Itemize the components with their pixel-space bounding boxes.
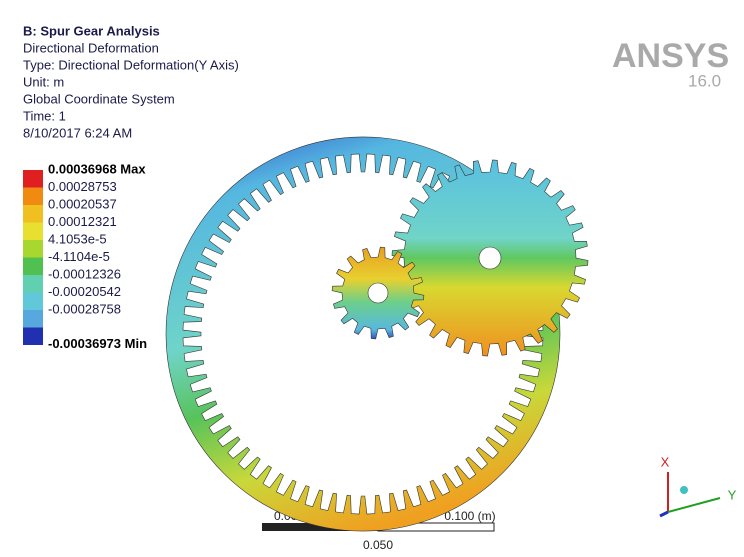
legend: 0.00036968 Max 0.00028753 0.00020537 0.0001… xyxy=(23,161,147,351)
triad-origin xyxy=(680,486,688,494)
logo-version: 16.0 xyxy=(688,71,721,90)
legend-label: 0.00012321 xyxy=(48,214,117,229)
scale-label: 0.100 (m) xyxy=(444,509,495,523)
header-line: Time: 1 xyxy=(23,108,66,123)
scale-label: 0.050 xyxy=(363,538,393,552)
legend-label: -4.1104e-5 xyxy=(48,249,110,264)
legend-label: -0.00012326 xyxy=(48,266,121,281)
legend-swatch xyxy=(23,328,43,346)
header-line: 8/10/2017 6:24 AM xyxy=(23,125,132,140)
legend-swatch xyxy=(23,258,43,276)
legend-swatch xyxy=(23,188,43,206)
legend-label: -0.00036973 Min xyxy=(48,336,147,351)
legend-swatch xyxy=(23,240,43,258)
gear-model xyxy=(166,137,588,531)
legend-label: 0.00028753 xyxy=(48,179,117,194)
legend-swatch xyxy=(23,293,43,311)
triad-label: X xyxy=(661,454,670,469)
axis-triad: X Y xyxy=(660,454,737,516)
legend-label: 0.00020537 xyxy=(48,196,117,211)
legend-swatch xyxy=(23,223,43,241)
header-line: Directional Deformation xyxy=(23,40,159,55)
header-line: Unit: m xyxy=(23,74,64,89)
legend-swatch xyxy=(23,275,43,293)
triad-label: Y xyxy=(728,487,737,502)
legend-label: -0.00020542 xyxy=(48,284,121,299)
header-line: Global Coordinate System xyxy=(23,91,175,106)
header-title: B: Spur Gear Analysis xyxy=(23,23,160,38)
triad-axis xyxy=(660,512,668,516)
viewport: B: Spur Gear Analysis Directional Deform… xyxy=(0,0,744,557)
triad-axis xyxy=(668,498,720,512)
logo-name: ANSYS xyxy=(612,37,729,75)
legend-swatch xyxy=(23,310,43,328)
header-line: Type: Directional Deformation(Y Axis) xyxy=(23,57,239,72)
legend-label: -0.00028758 xyxy=(48,301,121,316)
legend-label: 0.00036968 Max xyxy=(48,161,146,176)
legend-swatch xyxy=(23,170,43,188)
legend-swatch xyxy=(23,205,43,223)
legend-label: 4.1053e-5 xyxy=(48,231,107,246)
